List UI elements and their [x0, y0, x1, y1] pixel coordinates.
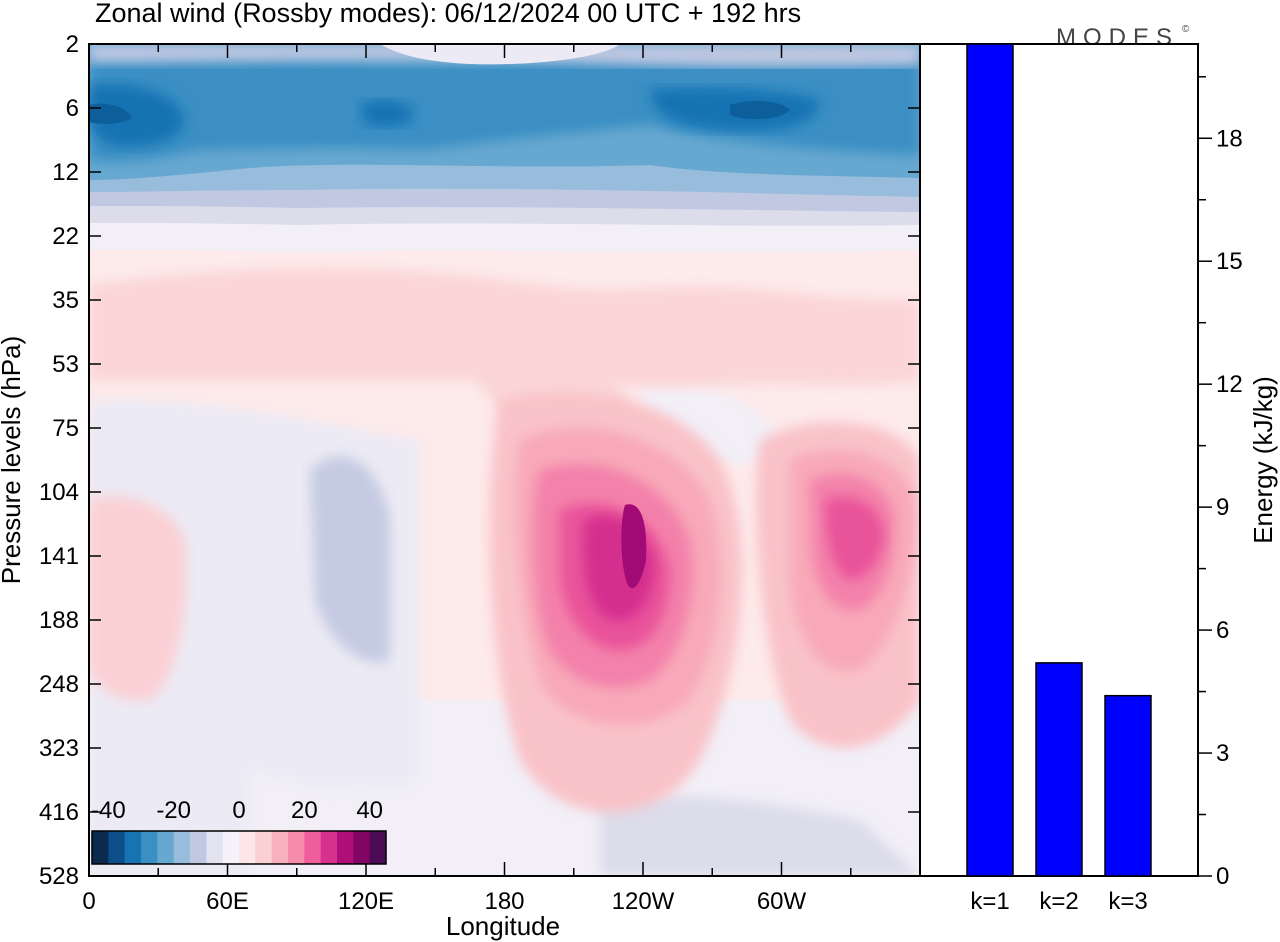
- energy-tick-label: 3: [1216, 740, 1229, 767]
- y-axis-label: Pressure levels (hPa): [0, 336, 26, 585]
- colorbar-frame: [91, 830, 387, 865]
- colorbar-swatch: [124, 831, 142, 864]
- colorbar-swatch: [190, 831, 207, 864]
- energy-axis: 0 3 6 9 12 15 18: [1198, 76, 1243, 890]
- colorbar-swatch: [337, 831, 354, 864]
- colorbar-labels: -40 -20 0 20 40: [91, 797, 383, 824]
- x-tick-label: 60E: [206, 888, 249, 915]
- x-tick-label: 120E: [338, 888, 394, 915]
- colorbar-label: 40: [356, 797, 383, 824]
- y-tick-label: 12: [52, 159, 79, 186]
- y-tick-label: 2: [66, 31, 79, 58]
- colorbar-swatch: [288, 831, 305, 864]
- y-tick-label: 248: [39, 671, 79, 698]
- colorbar-swatch: [141, 831, 158, 864]
- colorbar-swatch: [320, 831, 338, 864]
- heatmap-field: [89, 44, 920, 876]
- colorbar-swatch: [304, 831, 322, 864]
- energy-tick-label: 15: [1216, 248, 1243, 275]
- x-axis: 0 60E 120E 180 120W 60W: [82, 44, 921, 915]
- energy-tick-label: 9: [1216, 494, 1229, 521]
- colorbar-label: 0: [232, 797, 245, 824]
- x-axis-label: Longitude: [446, 911, 560, 941]
- x-tick-label: 0: [82, 888, 95, 915]
- colorbar-swatch: [173, 831, 191, 864]
- energy-bar: [966, 43, 1014, 877]
- y-tick-label: 416: [39, 799, 79, 826]
- y-tick-label: 528: [39, 863, 79, 890]
- x-tick-label: 120W: [612, 888, 675, 915]
- colorbar-swatch: [108, 831, 126, 864]
- colorbar-swatch: [353, 831, 371, 864]
- y-tick-label: 141: [39, 543, 79, 570]
- chart-title: Zonal wind (Rossby modes): 06/12/2024 00…: [95, 0, 801, 28]
- colorbar-swatch: [271, 831, 289, 864]
- energy-bar: [1104, 694, 1152, 877]
- colorbar: [91, 830, 387, 865]
- x-tick-label: 60W: [757, 888, 807, 915]
- bar-category-label: k=2: [1039, 888, 1078, 915]
- colorbar-label: -20: [156, 797, 191, 824]
- y-tick-label: 6: [66, 95, 79, 122]
- energy-bar: [1035, 662, 1083, 877]
- colorbar-swatch: [206, 831, 224, 864]
- colorbar-swatch: [92, 831, 109, 864]
- colorbar-label: -40: [91, 797, 126, 824]
- energy-tick-label: 12: [1216, 371, 1243, 398]
- y-tick-label: 323: [39, 735, 79, 762]
- bar-series: k=1 k=2 k=3: [966, 43, 1152, 915]
- colorbar-swatch: [255, 831, 273, 864]
- colorbar-swatch: [369, 831, 387, 864]
- colorbar-swatch: [157, 831, 175, 864]
- bar-category-label: k=1: [970, 888, 1009, 915]
- y-tick-label: 104: [39, 479, 79, 506]
- bar-category-label: k=3: [1108, 888, 1147, 915]
- y-tick-label: 22: [52, 223, 79, 250]
- colorbar-label: 20: [291, 797, 318, 824]
- colorbar-swatch: [222, 831, 240, 864]
- x-tick-label: 180: [484, 888, 524, 915]
- energy-tick-label: 0: [1216, 863, 1229, 890]
- energy-tick-label: 6: [1216, 617, 1229, 644]
- y-tick-label: 75: [52, 415, 79, 442]
- y-tick-label: 53: [52, 351, 79, 378]
- y-tick-label: 35: [52, 287, 79, 314]
- copyright-mark: ©: [1182, 24, 1190, 35]
- energy-axis-label: Energy (kJ/kg): [1248, 376, 1278, 544]
- y-axis: 2 6 12 22 35 53 75 104 141 188 248 323 416 528: [39, 31, 920, 890]
- energy-tick-label: 18: [1216, 125, 1243, 152]
- colorbar-swatch: [239, 831, 256, 864]
- y-tick-label: 188: [39, 607, 79, 634]
